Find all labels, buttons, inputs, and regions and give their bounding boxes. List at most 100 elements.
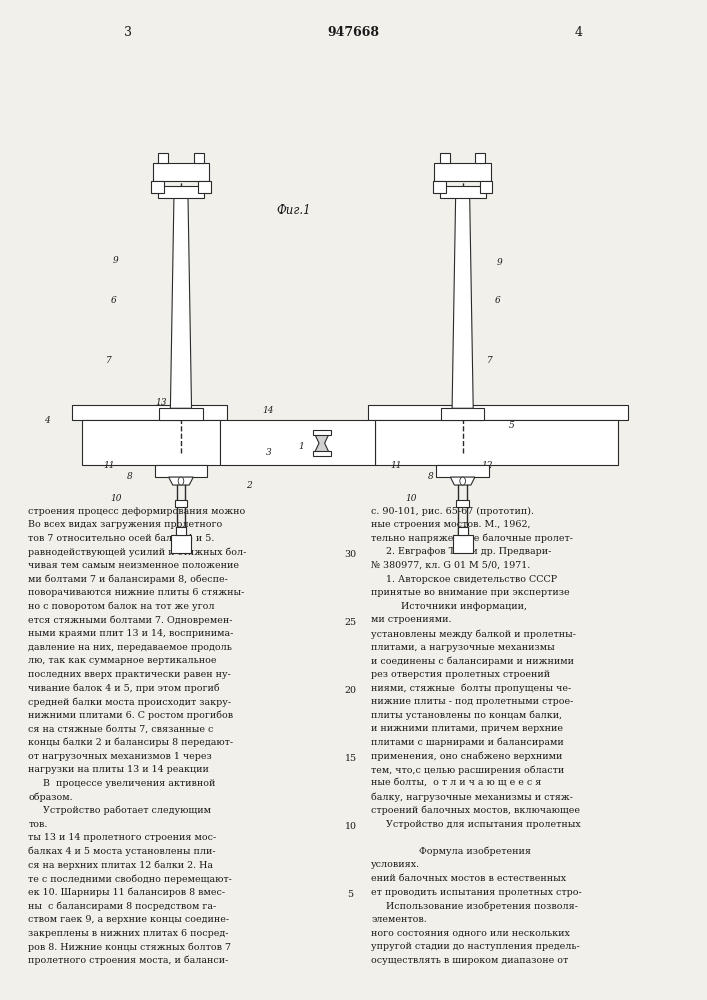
Text: равнодействующей усилий и стяжных бол-: равнодействующей усилий и стяжных бол- xyxy=(28,547,247,557)
Bar xyxy=(452,535,472,553)
Text: ми строениями.: ми строениями. xyxy=(371,615,452,624)
Text: и нижними плитами, причем верхние: и нижними плитами, причем верхние xyxy=(371,724,563,733)
Text: 4: 4 xyxy=(44,416,49,425)
Text: 11: 11 xyxy=(391,461,402,470)
Bar xyxy=(159,408,203,420)
Bar xyxy=(220,420,375,465)
Text: 5: 5 xyxy=(508,421,514,430)
Text: лю, так как суммарное вертикальное: лю, так как суммарное вертикальное xyxy=(28,656,216,665)
Text: ны  с балансирами 8 посредством га-: ны с балансирами 8 посредством га- xyxy=(28,901,216,911)
Text: ными краями плит 13 и 14, воспринима-: ными краями плит 13 и 14, воспринима- xyxy=(28,629,233,638)
Circle shape xyxy=(460,477,465,485)
Text: ся на верхних плитах 12 балки 2. На: ся на верхних плитах 12 балки 2. На xyxy=(28,860,213,870)
Bar xyxy=(72,405,227,420)
Text: плиты установлены по концам балки,: плиты установлены по концам балки, xyxy=(371,711,562,720)
Bar xyxy=(433,181,445,193)
Bar xyxy=(375,420,618,465)
Text: 11: 11 xyxy=(103,461,115,470)
Text: чивание балок 4 и 5, при этом прогиб: чивание балок 4 и 5, при этом прогиб xyxy=(28,683,220,693)
Text: Во всех видах загружения пролетного: Во всех видах загружения пролетного xyxy=(28,520,223,529)
Text: 9: 9 xyxy=(496,258,502,267)
Text: 25: 25 xyxy=(344,618,357,627)
Bar xyxy=(440,186,486,198)
Text: нижними плитами 6. С ростом прогибов: нижними плитами 6. С ростом прогибов xyxy=(28,711,233,720)
Text: ного состояния одного или нескольких: ного состояния одного или нескольких xyxy=(371,929,570,938)
Bar xyxy=(194,153,204,163)
Text: ений балочных мостов в естественных: ений балочных мостов в естественных xyxy=(371,874,566,883)
Bar xyxy=(151,181,164,193)
Bar xyxy=(436,465,489,477)
Text: 10: 10 xyxy=(345,822,357,831)
Text: 1. Авторское свидетельство СССР: 1. Авторское свидетельство СССР xyxy=(371,575,557,584)
Bar xyxy=(457,527,467,535)
Text: тем, что,с целью расширения области: тем, что,с целью расширения области xyxy=(371,765,564,775)
Text: 10: 10 xyxy=(405,494,416,503)
Text: ров 8. Нижние концы стяжных болтов 7: ров 8. Нижние концы стяжных болтов 7 xyxy=(28,942,231,952)
Text: 7: 7 xyxy=(487,356,493,365)
Text: пролетного строения моста, и баланси-: пролетного строения моста, и баланси- xyxy=(28,956,228,965)
Text: нижние плиты - под пролетными строе-: нижние плиты - под пролетными строе- xyxy=(371,697,573,706)
Bar xyxy=(457,527,467,535)
Text: балку, нагрузочные механизмы и стяж-: балку, нагрузочные механизмы и стяж- xyxy=(371,792,573,802)
Bar xyxy=(171,535,191,553)
Text: 6: 6 xyxy=(494,296,500,305)
Text: давление на них, передаваемое продоль: давление на них, передаваемое продоль xyxy=(28,643,232,652)
Bar xyxy=(441,408,484,420)
Text: 20: 20 xyxy=(345,686,357,695)
Text: те с последними свободно перемещают-: те с последними свободно перемещают- xyxy=(28,874,232,884)
Text: ек 10. Шарниры 11 балансиров 8 вмес-: ек 10. Шарниры 11 балансиров 8 вмес- xyxy=(28,888,226,897)
Text: Формула изобретения: Формула изобретения xyxy=(371,847,531,856)
Text: тельно напряженные балочные пролет-: тельно напряженные балочные пролет- xyxy=(371,534,573,543)
Text: образом.: образом. xyxy=(28,792,73,802)
Polygon shape xyxy=(169,477,193,485)
Bar xyxy=(176,527,186,535)
Text: 3: 3 xyxy=(124,26,132,39)
Text: 30: 30 xyxy=(344,550,357,559)
Bar xyxy=(435,163,491,181)
Text: Использование изобретения позволя-: Использование изобретения позволя- xyxy=(371,901,578,911)
Bar xyxy=(198,181,211,193)
Bar xyxy=(440,153,450,163)
Text: 15: 15 xyxy=(344,754,357,763)
Text: 6: 6 xyxy=(110,296,116,305)
Bar xyxy=(158,186,204,198)
Text: ные болты,  о т л и ч а ю щ е е с я: ные болты, о т л и ч а ю щ е е с я xyxy=(371,779,542,788)
Text: 13: 13 xyxy=(155,398,166,407)
Text: элементов.: элементов. xyxy=(371,915,427,924)
Text: ные строения мостов. М., 1962,: ные строения мостов. М., 1962, xyxy=(371,520,531,529)
Polygon shape xyxy=(315,434,329,452)
Bar xyxy=(175,500,187,507)
Text: 10: 10 xyxy=(110,494,122,503)
Bar xyxy=(475,153,485,163)
Text: 947668: 947668 xyxy=(327,26,380,39)
Bar xyxy=(176,527,186,535)
Bar xyxy=(153,163,209,181)
Bar xyxy=(368,405,628,420)
Text: строений балочных мостов, включающее: строений балочных мостов, включающее xyxy=(371,806,580,815)
Text: применения, оно снабжено верхними: применения, оно снабжено верхними xyxy=(371,752,563,761)
Text: принятые во внимание при экспертизе: принятые во внимание при экспертизе xyxy=(371,588,570,597)
Text: ся на стяжные болты 7, связанные с: ся на стяжные болты 7, связанные с xyxy=(28,724,214,733)
Text: Источники информации,: Источники информации, xyxy=(371,602,527,611)
Text: 7: 7 xyxy=(105,356,112,365)
Text: Устройство работает следующим: Устройство работает следующим xyxy=(28,806,211,815)
Bar xyxy=(83,420,220,465)
Text: ниями, стяжные  болты пропущены че-: ниями, стяжные болты пропущены че- xyxy=(371,683,571,693)
Bar xyxy=(158,153,168,163)
Text: тов.: тов. xyxy=(28,820,47,829)
Text: 12: 12 xyxy=(481,461,493,470)
Text: 8: 8 xyxy=(127,472,132,481)
Bar xyxy=(479,181,492,193)
Text: Фиг.1: Фиг.1 xyxy=(276,204,310,217)
Text: 8: 8 xyxy=(428,472,433,481)
Text: 9: 9 xyxy=(112,256,118,265)
Text: условиях.: условиях. xyxy=(371,860,420,869)
Text: с. 90-101, рис. 65-67 (прототип).: с. 90-101, рис. 65-67 (прототип). xyxy=(371,507,534,516)
Text: но с поворотом балок на тот же угол: но с поворотом балок на тот же угол xyxy=(28,602,215,611)
Text: закреплены в нижних плитах 6 посред-: закреплены в нижних плитах 6 посред- xyxy=(28,929,228,938)
Text: от нагрузочных механизмов 1 через: от нагрузочных механизмов 1 через xyxy=(28,752,212,761)
Text: установлены между балкой и пролетны-: установлены между балкой и пролетны- xyxy=(371,629,576,639)
Text: рез отверстия пролетных строений: рез отверстия пролетных строений xyxy=(371,670,550,679)
Text: № 380977, кл. G 01 М 5/0, 1971.: № 380977, кл. G 01 М 5/0, 1971. xyxy=(371,561,530,570)
Polygon shape xyxy=(170,198,192,408)
